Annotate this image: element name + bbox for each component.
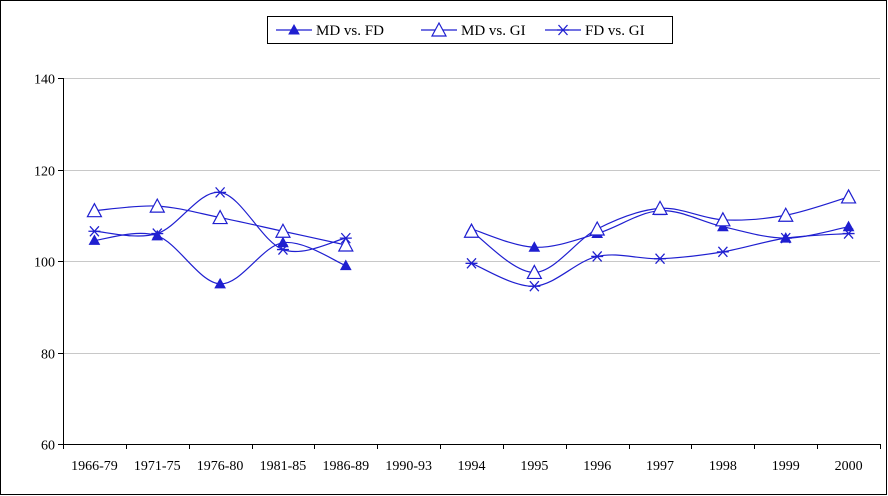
- x-tick-label: 1986-89: [322, 459, 369, 474]
- data-point: [339, 259, 352, 271]
- data-point: [463, 222, 480, 238]
- data-point: [528, 280, 541, 292]
- legend-marker: [557, 24, 569, 36]
- data-point: [714, 211, 731, 227]
- x-tick-label: 1966-79: [71, 459, 118, 474]
- data-point: [88, 225, 101, 237]
- data-point: [654, 253, 667, 265]
- x-tick-label: 1996: [583, 459, 611, 474]
- data-point: [842, 228, 855, 239]
- data-point: [716, 246, 729, 258]
- y-tick-label: 120: [34, 165, 55, 180]
- legend-label: MD vs. FD: [316, 23, 384, 39]
- x-tick-label: 1981-85: [260, 459, 307, 474]
- data-point: [88, 234, 101, 245]
- data-point: [339, 232, 352, 244]
- data-point: [652, 200, 669, 215]
- x-tick-label: 1976-80: [197, 459, 244, 474]
- series-layer: [86, 186, 857, 292]
- legend-marker: [430, 21, 448, 37]
- legend: MD vs. FD MD vs. GI FD vs. GI: [267, 16, 673, 44]
- x-tick-label: 1990-93: [385, 459, 432, 474]
- series-2: [86, 188, 857, 280]
- data-point: [465, 257, 478, 269]
- data-point: [214, 277, 226, 289]
- x-tick-label: 1999: [772, 459, 800, 474]
- y-tick-label: 140: [34, 73, 55, 88]
- y-tick-label: 100: [34, 256, 55, 271]
- data-point: [214, 186, 227, 198]
- x-tick-label: 1998: [709, 459, 737, 474]
- y-tick-label: 80: [41, 348, 55, 363]
- legend-label: FD vs. GI: [585, 23, 645, 39]
- data-point: [589, 220, 606, 236]
- data-point: [277, 236, 289, 248]
- data-point: [274, 222, 291, 238]
- data-point: [779, 232, 792, 244]
- data-point: [526, 264, 543, 280]
- data-point: [276, 244, 289, 255]
- x-tick-label: 1997: [646, 459, 674, 474]
- data-point: [212, 209, 229, 225]
- data-point: [591, 250, 604, 262]
- x-tick-label: 1994: [458, 459, 486, 474]
- y-tick-label: 60: [41, 439, 55, 454]
- axes: [58, 78, 881, 449]
- tick-labels: 60 80 100 120 140 1966-79 1971-75 1976-80 1981-8…: [34, 73, 863, 475]
- data-point: [842, 220, 855, 232]
- data-point: [337, 236, 354, 252]
- data-point: [840, 188, 857, 204]
- x-tick-label: 1971-75: [134, 459, 181, 474]
- data-point: [149, 197, 166, 213]
- data-point: [151, 228, 164, 239]
- data-point: [86, 202, 103, 218]
- data-point: [528, 241, 541, 252]
- legend-box: [267, 16, 673, 44]
- gridlines: [63, 78, 880, 354]
- x-tick-label: 2000: [835, 459, 863, 474]
- series-3: [88, 186, 855, 292]
- legend-marker: [288, 23, 300, 35]
- data-point: [777, 206, 794, 222]
- legend-label: MD vs. GI: [461, 23, 526, 39]
- data-point: [151, 229, 164, 241]
- x-tick-label: 1995: [520, 459, 548, 474]
